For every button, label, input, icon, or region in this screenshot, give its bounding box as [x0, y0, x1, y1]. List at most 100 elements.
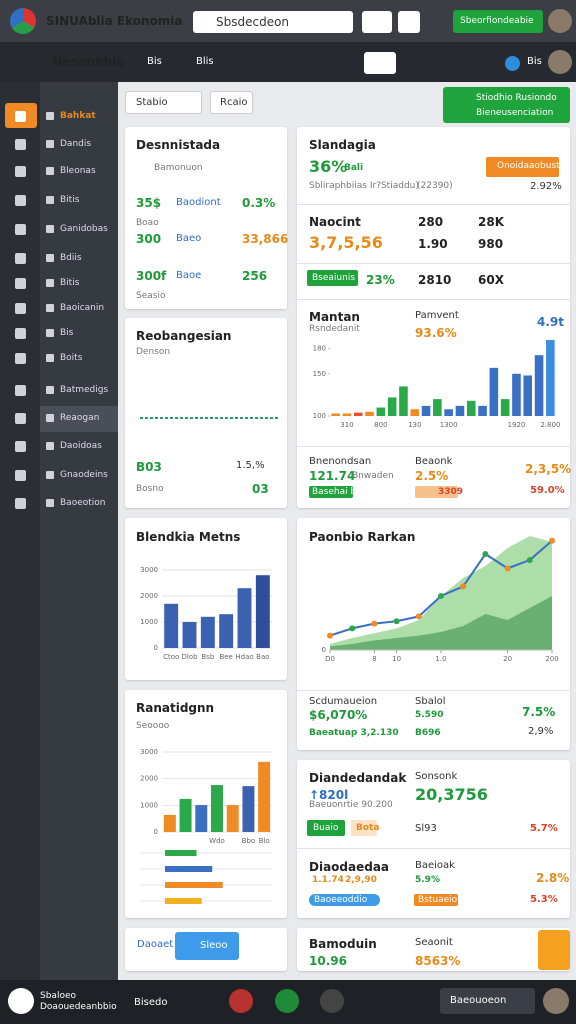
card-title: Diandedandak [309, 771, 407, 785]
menu-item[interactable]: Dandis [60, 139, 92, 149]
card-title: Bamoduin [309, 937, 377, 951]
label: Daoaet [137, 939, 174, 950]
menu-item[interactable]: Bitis [60, 278, 80, 288]
label: Pamvent [415, 310, 459, 321]
divider [297, 204, 570, 205]
menu-item[interactable]: Reaogan [60, 413, 100, 423]
value: 121.74 [309, 469, 356, 483]
badge-text: Baoeeoddio [314, 895, 368, 905]
select[interactable] [125, 91, 202, 114]
logo[interactable] [10, 8, 36, 34]
menu-item[interactable]: Bdiis [60, 253, 82, 263]
menu-item[interactable]: Baoeotion [60, 498, 106, 508]
row-label: Baeo [176, 233, 202, 244]
value: 5.3% [530, 894, 558, 905]
floating-button[interactable] [538, 930, 570, 970]
stat-note: Bosno [136, 484, 164, 494]
button[interactable] [486, 157, 559, 177]
avatar[interactable] [543, 988, 569, 1014]
badge [309, 894, 380, 906]
badge-text: Bota [356, 823, 380, 833]
value: ↑820l [309, 788, 349, 802]
sidebar [40, 82, 118, 980]
change: 2.92% [530, 181, 562, 192]
value: 7.5% [522, 705, 556, 719]
stat-badge: 03 [252, 482, 269, 496]
brand: SINUAblia Ekonomia [46, 14, 183, 28]
button-text[interactable]: Onoidaaobusto [497, 161, 566, 171]
menu-item[interactable]: Boits [60, 353, 83, 363]
menu-item[interactable]: Gnaodeins [60, 470, 108, 480]
unit: Bnwaden [352, 471, 394, 481]
menu-item[interactable]: Bitis [60, 195, 80, 205]
card-title: Diaodaedaa [309, 860, 390, 874]
label: Sonsonk [415, 771, 458, 782]
row-value: 980 [478, 237, 504, 251]
badge [414, 894, 458, 906]
user-name: Bis [527, 56, 542, 67]
banner-title[interactable]: Stiodhio Rusiondo [476, 93, 557, 103]
label: Sbalol [415, 696, 446, 707]
search-text[interactable]: Sbsdecdeon [216, 15, 290, 29]
menu-item[interactable]: Batmedigs [60, 385, 109, 395]
card-subtitle: Seoooo [136, 721, 170, 731]
badge [309, 486, 353, 498]
filter-button[interactable] [210, 91, 253, 114]
icon-button[interactable] [362, 11, 392, 33]
icon-button[interactable] [364, 52, 396, 74]
page-title: Neoonbbio [52, 55, 125, 69]
value: 2.8% [536, 871, 570, 885]
menu-item[interactable]: Daoidoas [60, 441, 102, 451]
select[interactable] [440, 988, 535, 1014]
row-value: 300 [136, 232, 162, 246]
menu-item[interactable]: Baoicanin [60, 303, 105, 313]
active-icon[interactable] [5, 103, 37, 128]
menu-item[interactable]: Bahkat [60, 111, 96, 121]
caption: Baeatuap 3,2.130 [309, 728, 399, 738]
menu-item[interactable]: Bleonas [60, 166, 96, 176]
value: 5.7% [530, 823, 558, 834]
button-text[interactable]: Sbeorfiondeabie [460, 16, 534, 26]
value: 2,3,5% [525, 462, 572, 476]
value: 2.5% [415, 469, 449, 483]
select-text[interactable]: Stabio [136, 97, 168, 108]
card-title: Desnnistada [136, 138, 221, 152]
card [125, 318, 287, 508]
menu-item[interactable]: Ganidobas [60, 224, 108, 234]
card-title: Blendkia Metns [136, 530, 241, 544]
banner-subtitle[interactable]: Bieneusenciation [476, 108, 554, 118]
button-text[interactable]: Sleoo [200, 940, 228, 951]
banner[interactable] [443, 87, 570, 123]
badge-text: 3309 [438, 487, 464, 497]
row-value: 28K [478, 215, 504, 229]
notification[interactable] [505, 56, 520, 71]
icon-button[interactable] [229, 989, 253, 1013]
menu-item[interactable]: Bis [60, 328, 74, 338]
button-text[interactable]: Rcaio [220, 97, 248, 108]
value: 5.9% [415, 875, 440, 885]
row-value: 300f [136, 269, 167, 283]
row-value: 280 [418, 215, 444, 229]
label: Seaonit [415, 937, 453, 948]
search-box[interactable] [193, 11, 353, 33]
card [297, 760, 570, 918]
card [297, 928, 570, 971]
caption: B696 [415, 728, 441, 738]
stat-value: B03 [136, 460, 162, 474]
select-text[interactable]: Baeouoeon [450, 995, 507, 1006]
tab[interactable]: Blis [196, 56, 214, 67]
app-title: Sbaloeo [40, 991, 76, 1001]
button[interactable] [175, 932, 239, 960]
home-button[interactable] [8, 988, 34, 1014]
avatar[interactable] [548, 9, 572, 33]
icon-button[interactable] [320, 989, 344, 1013]
status: Bisedo [134, 997, 168, 1008]
icon-button[interactable] [275, 989, 299, 1013]
tab[interactable]: Bis [147, 56, 162, 67]
divider [297, 690, 570, 691]
action-button[interactable] [453, 10, 543, 33]
icon-button[interactable] [398, 11, 420, 33]
label: Beaonk [415, 456, 453, 467]
badge-text: Bseaiunis [312, 273, 356, 283]
avatar[interactable] [548, 50, 572, 74]
